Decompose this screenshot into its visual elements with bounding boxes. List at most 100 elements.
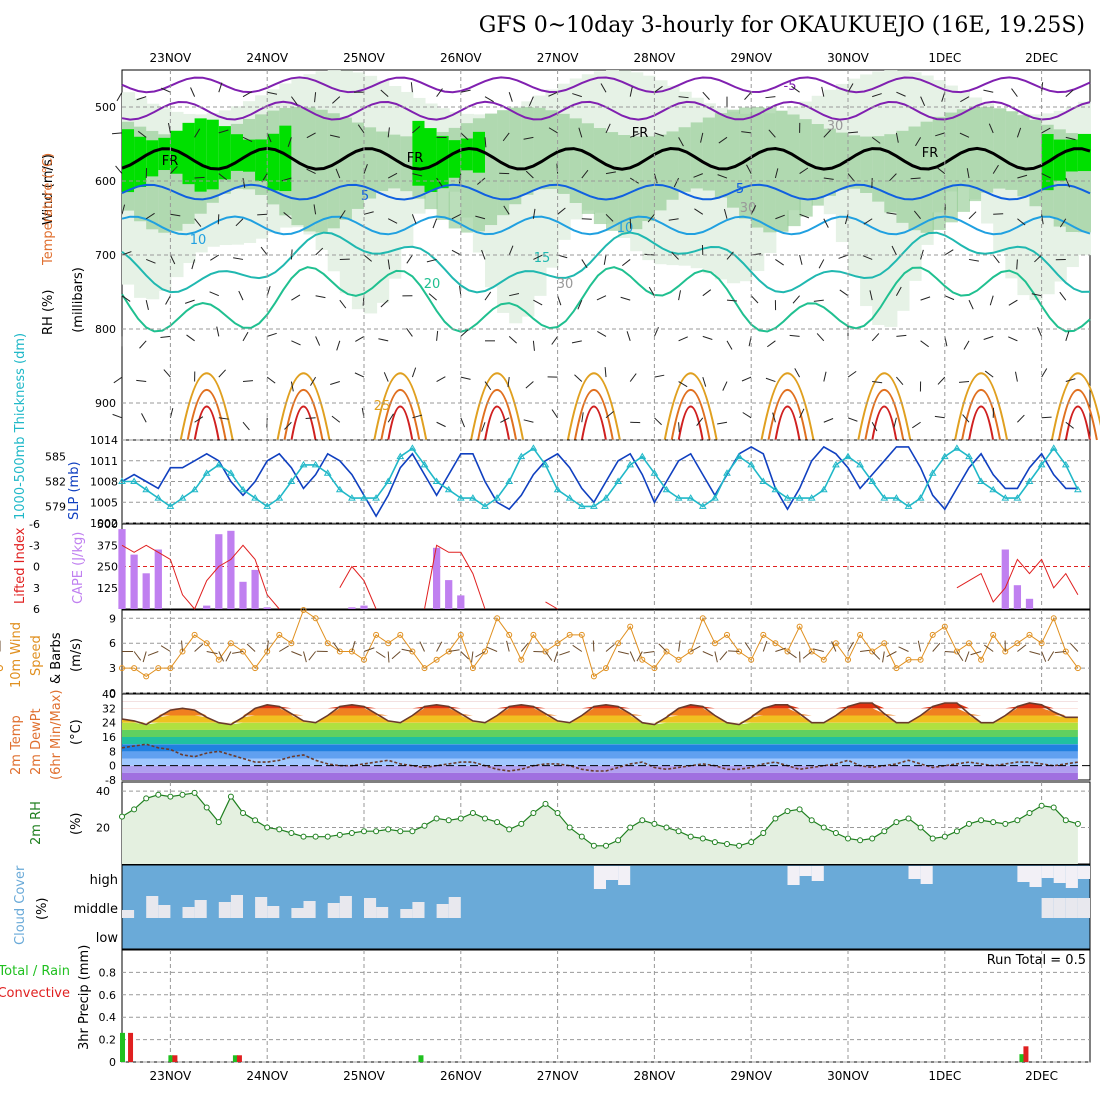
wind-barb	[383, 372, 389, 382]
wind-barb	[267, 332, 277, 337]
wind10-barb	[460, 651, 470, 660]
wind-point	[603, 665, 609, 672]
wind-barb	[525, 381, 534, 389]
cloud-block-middle	[230, 895, 243, 918]
rh-area	[122, 792, 1078, 864]
wind-barb	[548, 127, 558, 134]
upper-temp-label: Temperature (°C)	[41, 153, 56, 266]
wind-barb	[863, 218, 873, 225]
wind-barb	[702, 289, 712, 297]
rh-shade	[436, 135, 450, 189]
wind-barb	[794, 368, 801, 378]
wind-point	[167, 665, 174, 672]
wind10-barb	[1029, 651, 1041, 655]
rh-point	[300, 833, 307, 840]
wind-barb	[209, 291, 219, 297]
wind-point	[578, 631, 585, 638]
cloud-block-high	[799, 866, 812, 876]
wind-barb	[508, 92, 513, 102]
thickness-point	[408, 444, 417, 451]
wind-barb	[1065, 421, 1074, 429]
wind-barb	[1065, 177, 1071, 188]
wind-point	[324, 640, 331, 647]
wind-point	[627, 623, 634, 630]
rh-shade	[835, 132, 849, 190]
wind-tick: 3	[109, 662, 116, 675]
thickness-point	[323, 469, 332, 476]
wind-barb	[920, 340, 929, 348]
wind10-barb	[617, 651, 629, 655]
wind10-barb	[436, 641, 443, 652]
wind-barb	[290, 249, 293, 260]
wind-barb	[508, 245, 514, 256]
cloud-block-middle	[412, 902, 425, 918]
wind-point	[990, 631, 997, 638]
thickness-tick: 585	[45, 451, 66, 464]
rh-point	[482, 815, 488, 822]
top-date-tick: 28NOV	[634, 51, 676, 65]
rh-shade	[194, 118, 208, 192]
rh-point	[893, 819, 900, 826]
cloud-title-label: Cloud Cover	[13, 865, 28, 945]
wind-barb	[484, 137, 487, 148]
rh-shade	[327, 113, 341, 229]
wind-barb	[460, 89, 471, 93]
rh-point	[1038, 802, 1045, 809]
wind-barb	[287, 137, 292, 147]
rh-point	[699, 835, 706, 842]
cape-bar	[263, 607, 271, 609]
warm-contour	[663, 372, 718, 441]
rh-point	[119, 813, 125, 820]
wind-barb	[169, 254, 176, 265]
thickness-point	[1061, 460, 1070, 468]
rh-point	[518, 820, 525, 827]
wind-barb	[821, 86, 825, 97]
thickness-point	[686, 494, 695, 501]
wind-barb	[168, 122, 171, 133]
wind-barb	[1041, 416, 1052, 419]
rh-point	[627, 824, 634, 831]
wind-barb	[910, 177, 921, 180]
thickness-point	[505, 477, 514, 484]
wind-barb	[451, 249, 462, 256]
wind-barb	[693, 173, 703, 178]
wind-barb	[460, 417, 466, 428]
wind-barb	[913, 210, 921, 220]
cloud-level-label: low	[96, 931, 119, 946]
wind-point	[0, 665, 3, 672]
cloud-block-high	[1017, 866, 1030, 882]
wind-barb	[315, 336, 321, 346]
wind10-barb	[553, 651, 559, 663]
precip-panel: 0.8 0.6 0.4 0.2 0 Run Total = 0.5 Total / Ra…	[0, 945, 1091, 1069]
rh-shade	[533, 107, 547, 190]
wind-barb	[847, 131, 859, 134]
rh-shade	[339, 117, 353, 220]
wind-barb	[1041, 127, 1051, 134]
rh-shade	[230, 134, 244, 171]
wind-barb	[622, 259, 631, 266]
wind-barb	[363, 164, 368, 174]
wind10-barb	[246, 643, 256, 652]
rh-shade	[472, 131, 486, 173]
wind-barb	[775, 214, 785, 220]
precip-tick: 0.8	[99, 966, 117, 979]
wind-barb	[355, 335, 365, 342]
cape-tick: 375	[97, 539, 118, 552]
temp-contour	[121, 76, 1091, 94]
wind-point	[772, 640, 779, 647]
wind-barb	[941, 92, 946, 102]
wind-barb	[799, 254, 803, 265]
wind-barb	[291, 294, 301, 301]
rh-point	[179, 791, 186, 798]
wind-barb	[460, 376, 471, 380]
wind-barb	[507, 377, 510, 388]
precip-conv-bar	[128, 1032, 134, 1062]
bottom-date-tick: 23NOV	[150, 1069, 192, 1083]
cape-bar	[154, 549, 162, 609]
wind10-barb	[917, 640, 922, 652]
rh-point	[663, 824, 670, 831]
wind-barb	[581, 218, 592, 220]
warm-contour	[677, 405, 704, 441]
bottom-date-axis: 23NOV 24NOV 25NOV 26NOV 27NOV 28NOV 29NOV 30NOV…	[150, 1069, 1058, 1083]
wind-barb	[722, 381, 728, 391]
